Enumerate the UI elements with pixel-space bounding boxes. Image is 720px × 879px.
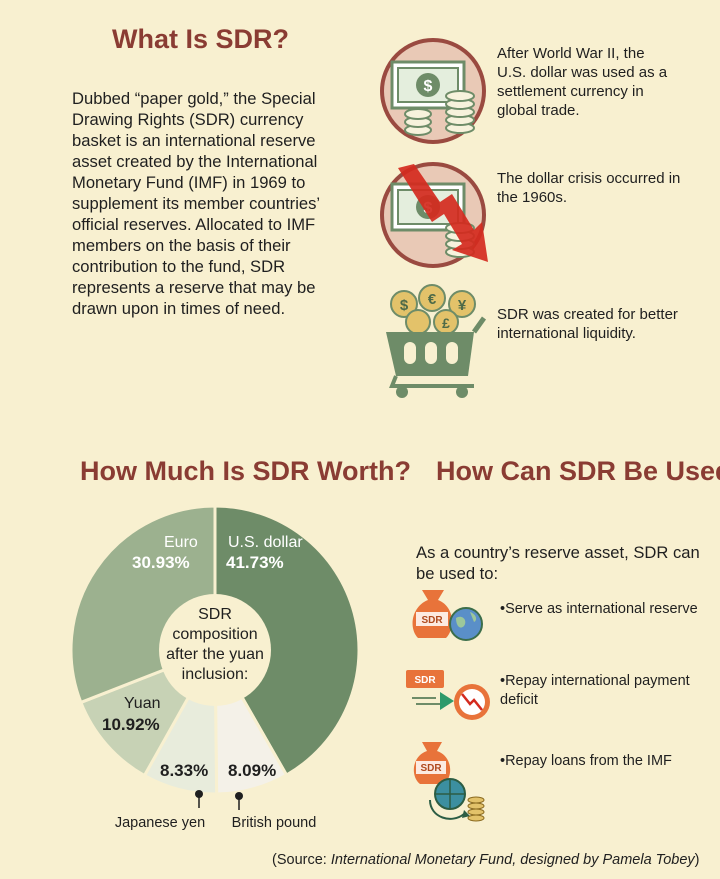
sdr-decline-icon: SDR	[402, 664, 494, 729]
pound-callout-label: British pound	[232, 815, 317, 831]
pie-slice-u-s-dollar	[213, 504, 361, 778]
euro-value: 30.93%	[132, 553, 190, 572]
usd-label: U.S. dollar	[228, 534, 303, 551]
svg-text:£: £	[442, 315, 450, 331]
yuan-label: Yuan	[124, 695, 160, 712]
sdr-exchange-icon: SDR	[412, 738, 492, 833]
dollar-coins-icon: $	[378, 36, 488, 151]
pie-center-hole	[159, 594, 271, 706]
pie-center-line-3: after the yuan	[166, 646, 264, 663]
pie-center-line-1: SDR	[198, 606, 232, 623]
yen-callout-label: Japanese yen	[115, 815, 205, 831]
sdr-intro-paragraph: Dubbed “paper gold,” the Special Drawing…	[72, 89, 320, 318]
what-is-sdr-title: What Is SDR?	[112, 24, 290, 54]
source-italic: International Monetary Fund, designed by…	[330, 852, 695, 868]
usd-value: 41.73%	[226, 553, 284, 572]
usage-item-2: •Repay international payment deficit	[500, 673, 690, 708]
svg-text:€: €	[428, 291, 437, 308]
svg-text:$: $	[400, 297, 409, 314]
euro-label: Euro	[164, 534, 198, 551]
svg-text:¥: ¥	[458, 297, 467, 314]
yuan-value: 10.92%	[102, 715, 160, 734]
sdr-globe-icon: SDR	[410, 584, 490, 651]
currency-cart-icon: $ € ¥ £	[382, 282, 492, 405]
sdr-tag-2: SDR	[414, 675, 436, 686]
pie-center-line-2: composition	[172, 626, 257, 643]
source-suffix: )	[694, 852, 700, 868]
usage-item-1: •Serve as international reserve	[500, 601, 698, 617]
sdr-tag-3: SDR	[420, 763, 442, 774]
pie-center-line-4: inclusion:	[182, 666, 249, 683]
yen-value: 8.33%	[160, 761, 208, 780]
source-prefix: (Source:	[272, 852, 331, 868]
usage-intro: As a country’s reserve asset, SDR can be…	[416, 543, 700, 583]
usage-item-3: •Repay loans from the IMF	[500, 753, 672, 769]
history-note-2: The dollar crisis occurred in the 1960s.	[497, 170, 681, 206]
dollar-crisis-icon: $	[378, 160, 503, 275]
sdr-tag-1: SDR	[421, 615, 443, 626]
history-note-1: After World War II, the U.S. dollar was …	[497, 45, 668, 119]
source-credit: (Source: International Monetary Fund, de…	[272, 852, 700, 868]
svg-text:$: $	[424, 78, 433, 95]
worth-title: How Much Is SDR Worth?	[80, 456, 411, 486]
usage-title: How Can SDR Be Used?	[436, 456, 720, 486]
sdr-pie-chart: SDR composition after the yuan inclusion…	[60, 494, 370, 844]
history-note-3: SDR was created for better international…	[497, 306, 678, 342]
pound-value: 8.09%	[228, 761, 276, 780]
